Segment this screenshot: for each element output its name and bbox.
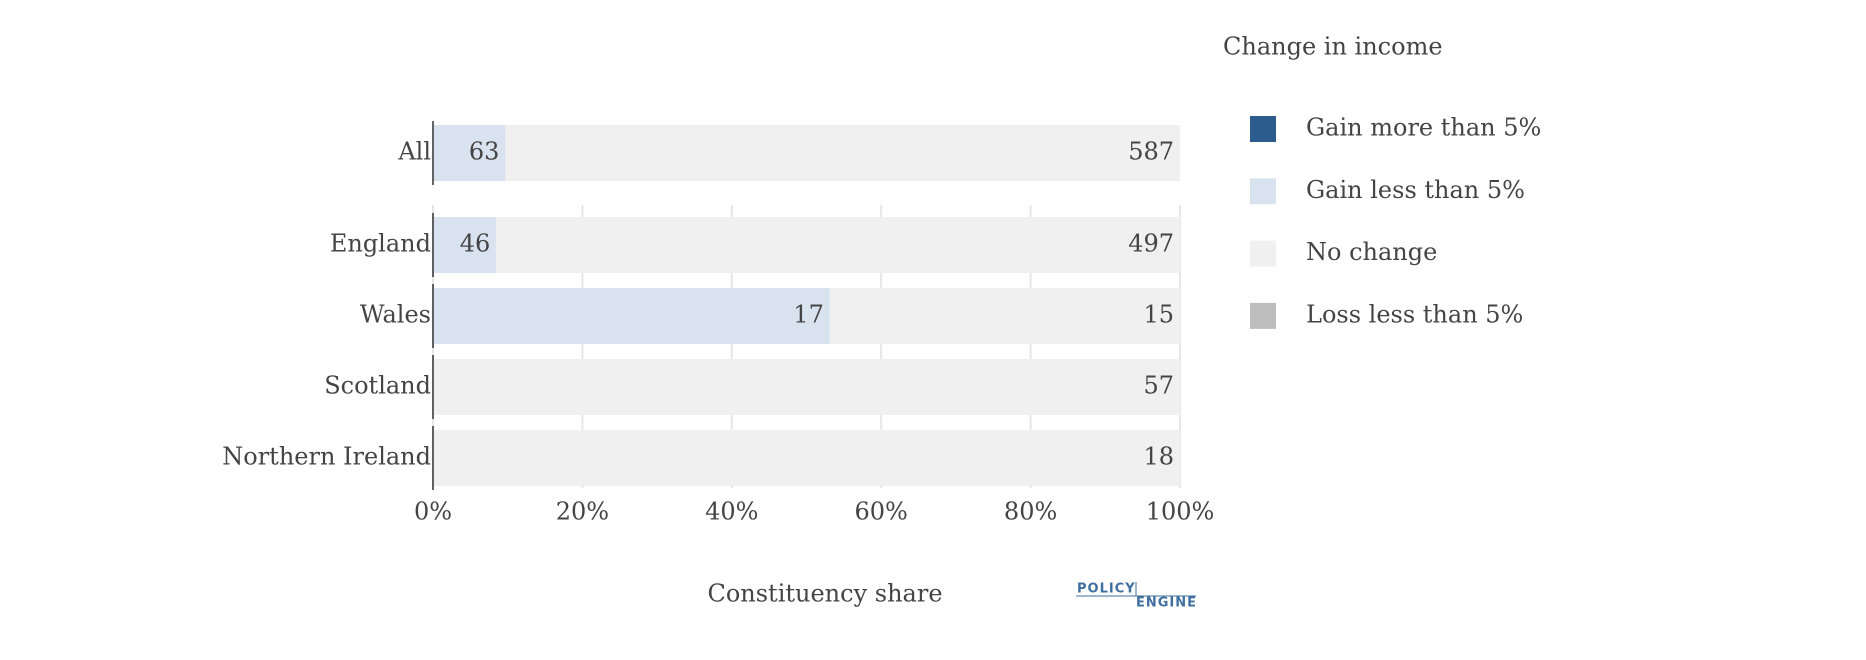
x-tick-label: 40% [705,498,758,526]
value-label: 63 [469,138,500,166]
logo-top: POLICY [1077,582,1136,597]
y-tick-label: Northern Ireland [222,443,431,471]
value-label: 57 [1143,372,1174,400]
value-label: 17 [793,301,824,329]
bar-segment [433,288,830,344]
bar-segment [433,125,506,181]
value-label: 587 [1128,138,1174,166]
legend-swatch [1250,240,1276,267]
x-axis-label: Constituency share [707,580,942,608]
legend-label: No change [1306,238,1437,266]
legend-swatch [1250,116,1276,142]
legend-swatch [1250,302,1276,329]
logo: POLICY ENGINE [1076,582,1197,611]
x-tick-label: 100% [1146,498,1215,526]
y-tick-label: All [397,138,431,166]
y-tick-label: Scotland [324,372,431,400]
value-label: 15 [1143,301,1174,329]
y-tick-label: Wales [360,301,431,329]
bar-segment [505,125,1180,181]
value-label: 497 [1128,230,1174,258]
legend-title: Change in income [1223,33,1443,61]
y-tick-label: England [330,230,431,258]
bar-segment [496,217,1181,273]
legend-swatch [1250,178,1276,205]
x-tick-label: 60% [855,498,908,526]
legend-label: Gain less than 5% [1306,176,1525,204]
x-tick-label: 0% [414,498,452,526]
bar-segment [433,430,1180,486]
value-label: 18 [1143,443,1174,471]
legend-label: Loss less than 5% [1306,300,1523,328]
logo-bottom: ENGINE [1136,596,1197,611]
legend-label: Gain more than 5% [1306,114,1541,142]
value-label: 46 [460,230,491,258]
bar-segment [433,217,497,273]
bar-segment [829,288,1180,344]
bar-segment [433,359,1180,415]
x-tick-label: 80% [1004,498,1057,526]
x-tick-label: 20% [556,498,609,526]
